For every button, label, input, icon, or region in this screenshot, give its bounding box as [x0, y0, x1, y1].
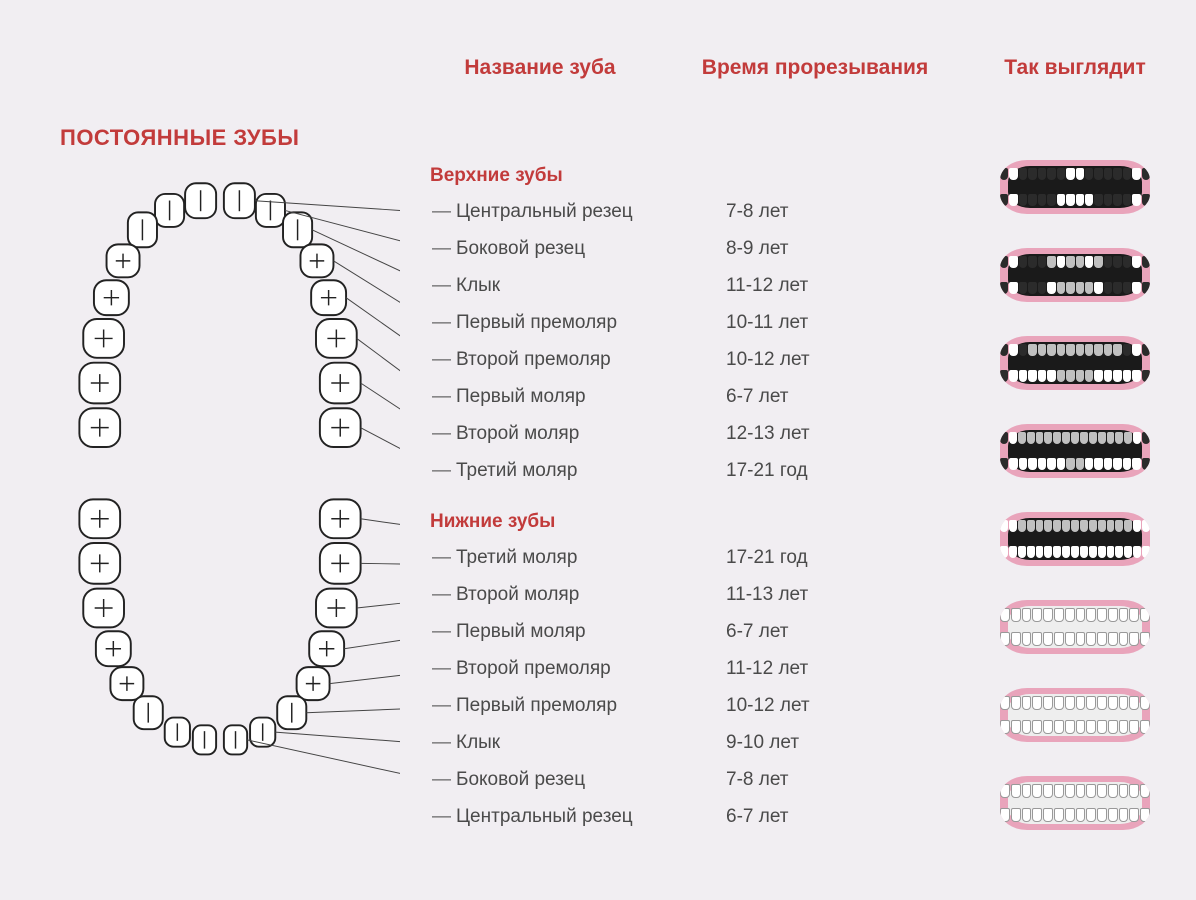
mouth-stage-2: [1000, 248, 1150, 302]
tooth-name: Третий моляр: [456, 547, 716, 569]
mouth-stage-6: [1000, 600, 1150, 654]
table-row: —Первый моляр6-7 лет: [430, 613, 950, 650]
eruption-table: Верхние зубы—Центральный резец7-8 лет—Бо…: [430, 155, 950, 835]
table-row: —Клык11-12 лет: [430, 267, 950, 304]
table-row: —Первый премоляр10-11 лет: [430, 304, 950, 341]
mouth-stage-8: [1000, 776, 1150, 830]
dental-arch-diagram: [40, 160, 400, 800]
eruption-time: 7-8 лет: [716, 769, 896, 791]
row-dash: —: [430, 584, 456, 606]
row-dash: —: [430, 275, 456, 297]
eruption-time: 12-13 лет: [716, 423, 896, 445]
row-dash: —: [430, 386, 456, 408]
arch-svg: [40, 160, 400, 800]
row-dash: —: [430, 423, 456, 445]
tooth-name: Первый премоляр: [456, 695, 716, 717]
eruption-time: 10-11 лет: [716, 312, 896, 334]
row-dash: —: [430, 732, 456, 754]
tooth-name: Первый премоляр: [456, 312, 716, 334]
table-row: —Боковой резец7-8 лет: [430, 761, 950, 798]
table-row: —Центральный резец6-7 лет: [430, 798, 950, 835]
mouth-stage-4: [1000, 424, 1150, 478]
table-row: —Второй моляр11-13 лет: [430, 576, 950, 613]
tooth-name: Клык: [456, 275, 716, 297]
tooth-name: Боковой резец: [456, 769, 716, 791]
eruption-time: 8-9 лет: [716, 238, 896, 260]
table-row: —Второй премоляр11-12 лет: [430, 650, 950, 687]
eruption-time: 6-7 лет: [716, 621, 896, 643]
page-title: ПОСТОЯННЫЕ ЗУБЫ: [60, 125, 299, 151]
row-dash: —: [430, 547, 456, 569]
tooth-name: Второй премоляр: [456, 658, 716, 680]
eruption-time: 10-12 лет: [716, 349, 896, 371]
table-row: —Первый премоляр10-12 лет: [430, 687, 950, 724]
row-dash: —: [430, 349, 456, 371]
tooth-name: Центральный резец: [456, 201, 716, 223]
eruption-time: 6-7 лет: [716, 386, 896, 408]
tooth-name: Центральный резец: [456, 806, 716, 828]
tooth-name: Клык: [456, 732, 716, 754]
row-dash: —: [430, 312, 456, 334]
tooth-name: Первый моляр: [456, 621, 716, 643]
mouth-stage-1: [1000, 160, 1150, 214]
eruption-time: 11-12 лет: [716, 275, 896, 297]
eruption-time: 6-7 лет: [716, 806, 896, 828]
section-header-lower: Нижние зубы: [430, 489, 950, 539]
row-dash: —: [430, 806, 456, 828]
row-dash: —: [430, 460, 456, 482]
table-row: —Третий моляр17-21 год: [430, 452, 950, 489]
row-dash: —: [430, 658, 456, 680]
table-row: —Второй премоляр10-12 лет: [430, 341, 950, 378]
table-row: —Клык9-10 лет: [430, 724, 950, 761]
header-name: Название зуба: [430, 55, 650, 81]
row-dash: —: [430, 201, 456, 223]
eruption-time: 9-10 лет: [716, 732, 896, 754]
row-dash: —: [430, 769, 456, 791]
table-row: —Второй моляр12-13 лет: [430, 415, 950, 452]
eruption-time: 11-13 лет: [716, 584, 896, 606]
row-dash: —: [430, 621, 456, 643]
header-look: Так выглядит: [1000, 55, 1150, 81]
table-row: —Боковой резец8-9 лет: [430, 230, 950, 267]
mouth-stage-7: [1000, 688, 1150, 742]
table-row: —Третий моляр17-21 год: [430, 539, 950, 576]
table-row: —Первый моляр6-7 лет: [430, 378, 950, 415]
eruption-time: 10-12 лет: [716, 695, 896, 717]
eruption-time: 17-21 год: [716, 547, 896, 569]
mouth-stage-5: [1000, 512, 1150, 566]
section-header-upper: Верхние зубы: [430, 155, 950, 193]
row-dash: —: [430, 238, 456, 260]
tooth-name: Второй моляр: [456, 584, 716, 606]
eruption-time: 7-8 лет: [716, 201, 896, 223]
eruption-time: 17-21 год: [716, 460, 896, 482]
row-dash: —: [430, 695, 456, 717]
mouth-stage-3: [1000, 336, 1150, 390]
tooth-name: Третий моляр: [456, 460, 716, 482]
tooth-name: Первый моляр: [456, 386, 716, 408]
tooth-name: Второй моляр: [456, 423, 716, 445]
table-row: —Центральный резец7-8 лет: [430, 193, 950, 230]
appearance-column: [1000, 160, 1160, 830]
eruption-time: 11-12 лет: [716, 658, 896, 680]
header-time: Время прорезывания: [700, 55, 930, 81]
tooth-name: Боковой резец: [456, 238, 716, 260]
tooth-name: Второй премоляр: [456, 349, 716, 371]
